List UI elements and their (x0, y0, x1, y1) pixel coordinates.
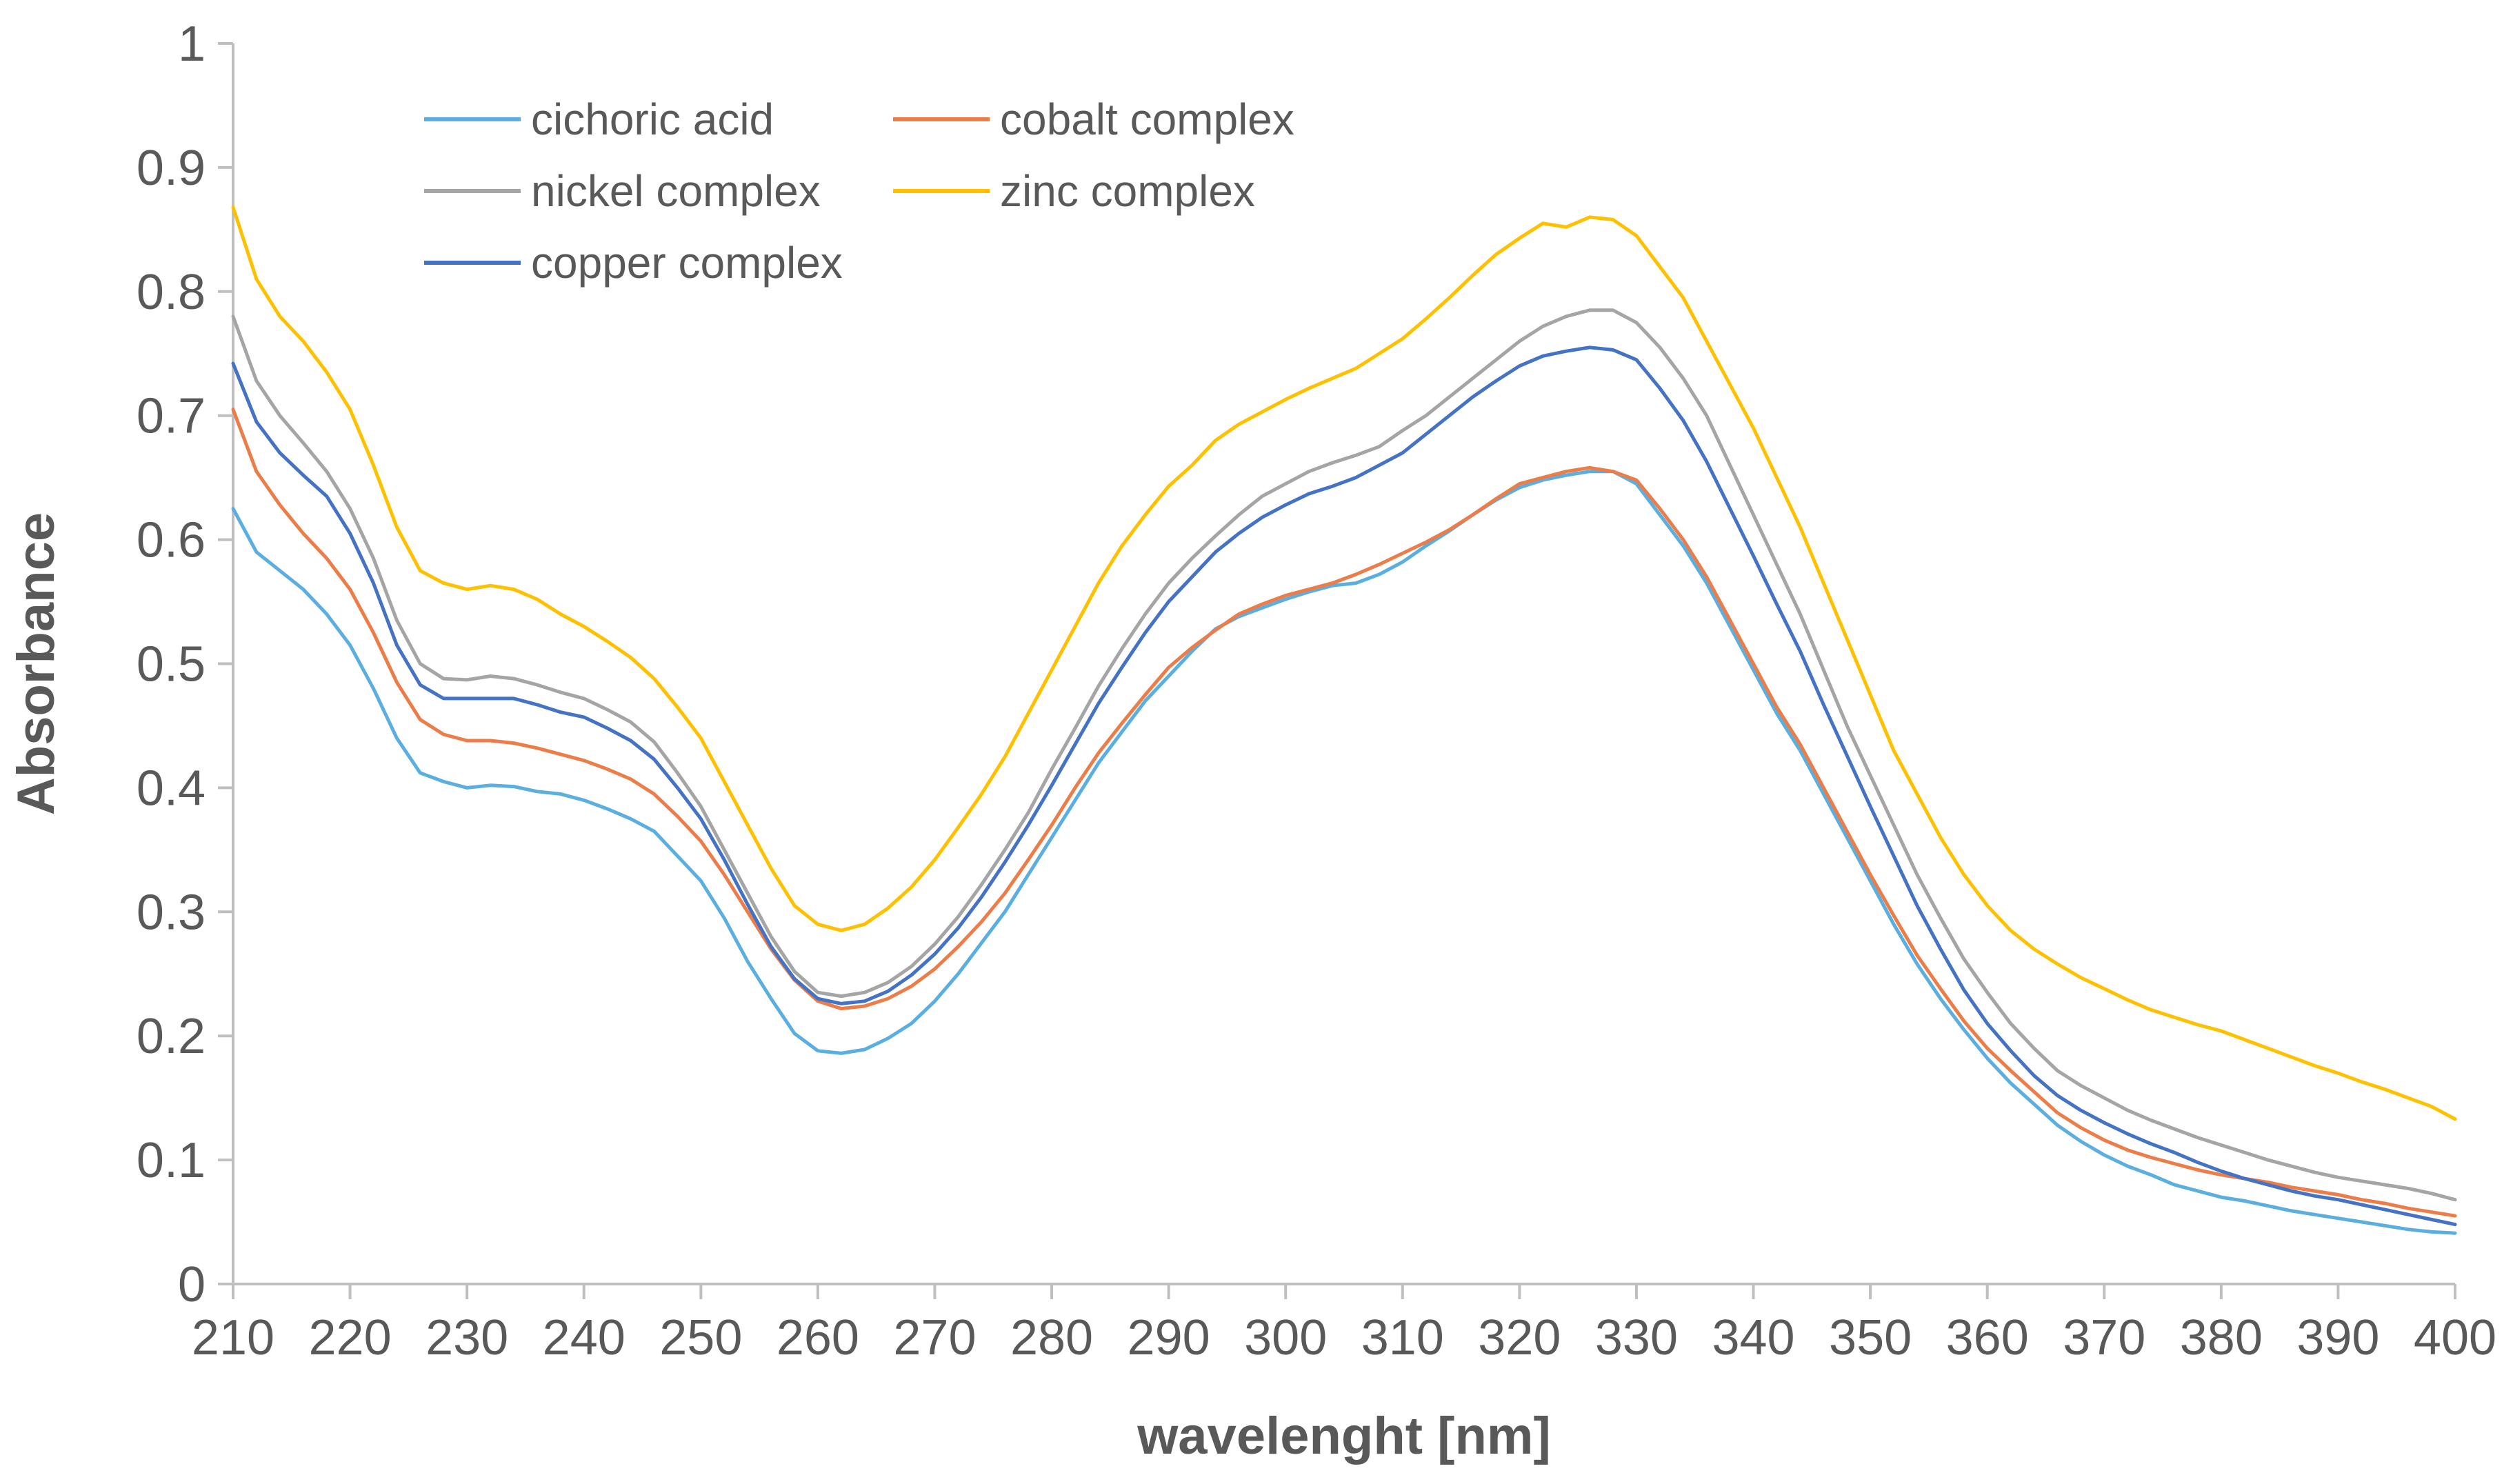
series-line-cobalt-complex (231, 408, 2457, 1218)
legend-item: zinc complex (893, 166, 1255, 216)
legend-item: cichoric acid (424, 94, 774, 144)
legend-label: cobalt complex (1000, 94, 1294, 144)
x-tick-label: 230 (425, 1310, 508, 1365)
legend-item: copper complex (424, 238, 843, 288)
x-tick-label: 390 (2296, 1310, 2379, 1365)
y-tick-label: 0.1 (137, 1133, 206, 1188)
series-line-zinc-complex (231, 205, 2457, 1121)
x-axis-ticks: 210 220 230 240 250 260 270 280 290 300 310 320 330 3… (192, 1284, 2496, 1365)
x-tick-label: 240 (543, 1310, 625, 1365)
x-tick-label: 270 (893, 1310, 976, 1365)
x-tick-label: 400 (2414, 1310, 2496, 1365)
y-tick-label: 0.3 (137, 885, 206, 940)
x-tick-label: 250 (659, 1310, 742, 1365)
y-tick-label: 0 (178, 1257, 206, 1312)
x-tick-label: 370 (2063, 1310, 2145, 1365)
x-tick-label: 380 (2180, 1310, 2263, 1365)
y-axis-ticks: 0 0.1 0.2 0.3 0.4 0.5 0.6 0.7 0.8 0.9 1 (137, 17, 233, 1312)
y-tick-label: 0.6 (137, 513, 206, 568)
x-tick-label: 300 (1244, 1310, 1327, 1365)
x-tick-label: 280 (1010, 1310, 1093, 1365)
y-tick-label: 1 (178, 17, 206, 72)
series-line-nickel-complex (231, 308, 2457, 1202)
legend-label: nickel complex (531, 166, 821, 216)
legend-label: zinc complex (1000, 166, 1255, 216)
legend-label: cichoric acid (531, 94, 774, 144)
y-tick-label: 0.4 (137, 761, 206, 816)
y-tick-label: 0.2 (137, 1009, 206, 1064)
x-tick-label: 340 (1712, 1310, 1794, 1365)
y-tick-label: 0.8 (137, 265, 206, 320)
y-tick-label: 0.9 (137, 141, 206, 196)
x-tick-label: 290 (1128, 1310, 1210, 1365)
y-tick-label: 0.5 (137, 637, 206, 692)
legend-item: cobalt complex (893, 94, 1294, 144)
x-axis-title: wavelenght [nm] (1137, 1407, 1551, 1465)
legend-label: copper complex (531, 238, 843, 288)
x-tick-label: 360 (1946, 1310, 2029, 1365)
plot-area: 210 220 230 240 250 260 270 280 290 300 310 320 330 3… (137, 17, 2496, 1365)
series-lines (231, 205, 2457, 1235)
legend: cichoric acid cobalt complex nickel comple… (424, 94, 1294, 288)
x-tick-label: 350 (1829, 1310, 1912, 1365)
x-tick-label: 330 (1595, 1310, 1678, 1365)
series-line-copper-complex (231, 345, 2457, 1227)
series-line-cichoric-acid (231, 470, 2457, 1235)
x-tick-label: 320 (1478, 1310, 1561, 1365)
y-tick-label: 0.7 (137, 389, 206, 444)
x-tick-label: 310 (1361, 1310, 1444, 1365)
x-tick-label: 220 (309, 1310, 392, 1365)
y-axis-title: Absorbance (7, 512, 66, 815)
x-tick-label: 210 (192, 1310, 274, 1365)
legend-item: nickel complex (424, 166, 821, 216)
x-tick-label: 260 (777, 1310, 859, 1365)
